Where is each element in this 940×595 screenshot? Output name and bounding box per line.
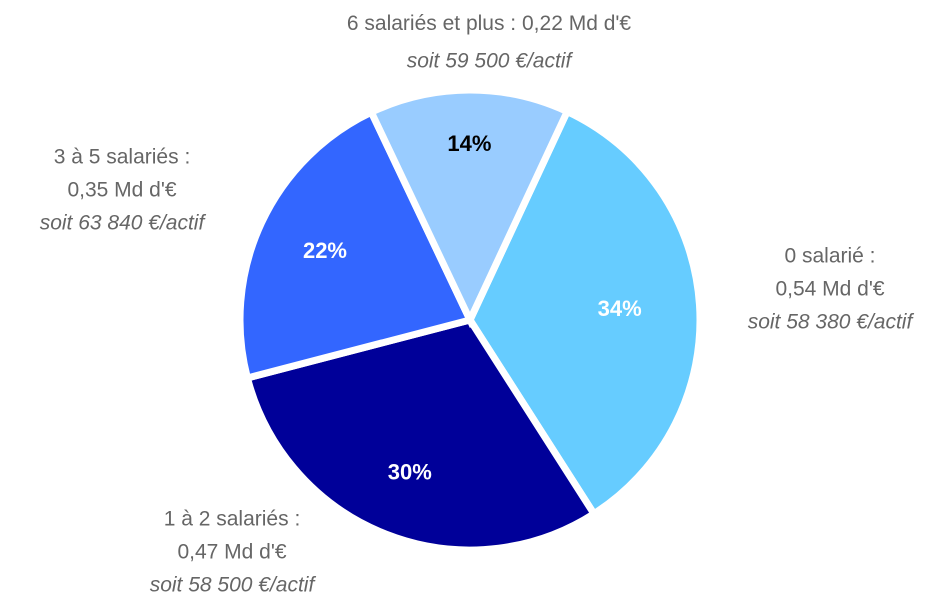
per-active-label: soit 63 840 €/actif xyxy=(40,212,207,235)
category-label: 3 à 5 salariés : xyxy=(54,146,191,169)
amount-label: 0,35 Md d'€ xyxy=(67,179,176,202)
pie-slice xyxy=(236,107,475,383)
amount-label: 0,54 Md d'€ xyxy=(775,278,884,301)
per-active-label: soit 59 500 €/actif xyxy=(407,50,574,73)
category-name: 6 salariés et plus : xyxy=(347,12,516,35)
pie-slice xyxy=(243,315,599,554)
value-label: 30% xyxy=(388,459,432,484)
amount-label: 0,22 Md d'€ xyxy=(522,12,631,35)
pie-slice xyxy=(366,86,572,329)
value-label: 14% xyxy=(447,131,491,156)
amount-label: 0,47 Md d'€ xyxy=(177,541,286,564)
value-label: 22% xyxy=(303,238,347,263)
category-label: 6 salariés et plus : 0,22 Md d'€ xyxy=(347,12,632,35)
pie-slice xyxy=(466,106,704,519)
per-active-label: soit 58 380 €/actif xyxy=(748,311,915,334)
category-label: 1 à 2 salariés : xyxy=(164,508,301,531)
per-active-label: soit 58 500 €/actif xyxy=(150,574,317,595)
value-label: 34% xyxy=(598,296,642,321)
category-label: 0 salarié : xyxy=(784,245,875,268)
